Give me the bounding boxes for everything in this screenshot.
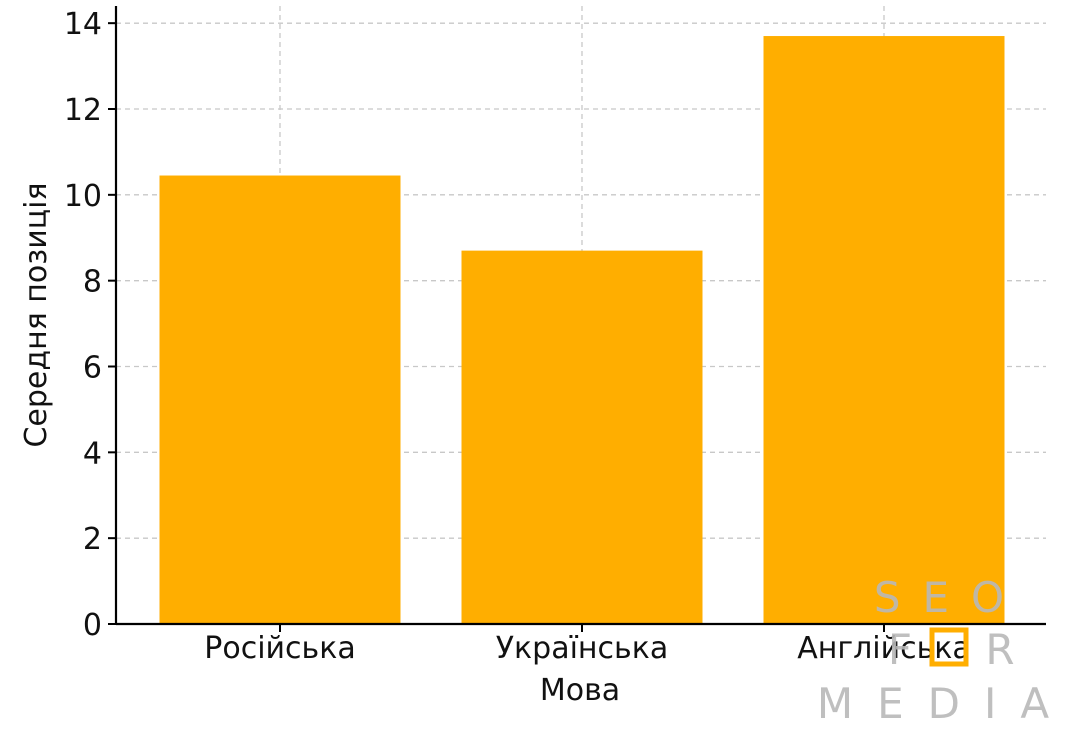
- watermark-line-2-right: R: [985, 625, 1014, 674]
- y-tick-label: 6: [83, 351, 102, 386]
- bar: [159, 175, 401, 625]
- y-tick-label: 14: [64, 7, 102, 42]
- watermark-line-3: MEDIA: [817, 679, 1066, 728]
- y-axis-title: Середня позиція: [19, 182, 54, 447]
- y-tick-label: 4: [83, 436, 102, 471]
- x-tick-label: Українська: [496, 631, 668, 666]
- y-tick-label: 12: [64, 93, 102, 128]
- x-tick-label: Англійська: [797, 631, 971, 666]
- bar: [763, 36, 1005, 624]
- y-tick-label: 0: [83, 608, 102, 643]
- y-tick-label: 8: [83, 265, 102, 300]
- bar: [461, 250, 703, 624]
- y-ticks: 0 2 4 6 8 10 12 14: [64, 7, 116, 643]
- x-tick-label: Російська: [204, 631, 355, 666]
- watermark-o-square-icon: [929, 627, 969, 667]
- y-tick-label: 10: [64, 179, 102, 214]
- y-tick-label: 2: [83, 522, 102, 557]
- watermark-line-2-left: F: [888, 625, 912, 674]
- watermark-line-1: SEO: [874, 573, 1026, 622]
- watermark-logo: SEO F R MEDIA: [817, 573, 1066, 728]
- bars: [159, 36, 1005, 625]
- x-ticks: Російська Українська Англійська: [204, 624, 971, 666]
- x-axis-title: Мова: [540, 673, 620, 708]
